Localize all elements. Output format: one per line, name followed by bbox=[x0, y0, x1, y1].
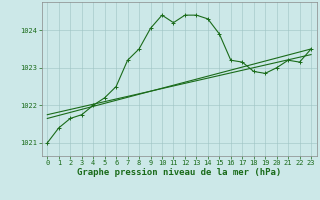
X-axis label: Graphe pression niveau de la mer (hPa): Graphe pression niveau de la mer (hPa) bbox=[77, 168, 281, 177]
